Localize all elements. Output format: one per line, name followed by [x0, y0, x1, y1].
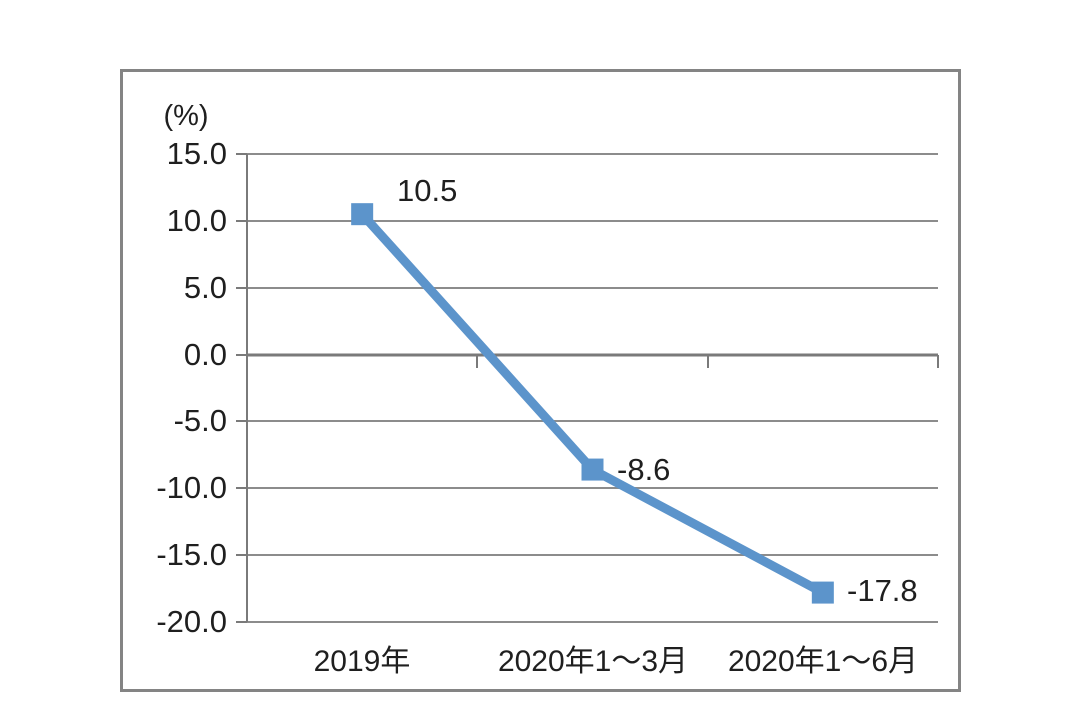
chart-frame: (%) 15.0 10.0 5.0 0.0 -5.0 -10.0 -15.0 -20.0 20…	[120, 69, 961, 692]
x-category-label: 2019年	[313, 645, 411, 678]
y-tick-label: 15.0	[166, 136, 227, 171]
series-line	[358, 211, 825, 597]
y-tick-label: -15.0	[156, 537, 227, 572]
data-point-label: -8.6	[617, 452, 671, 487]
data-point-marker	[351, 203, 374, 226]
data-point-label: 10.5	[397, 173, 458, 208]
y-tick-label: 5.0	[183, 270, 227, 305]
data-point-label: -17.8	[847, 573, 918, 608]
y-axis-unit-label: (%)	[163, 100, 209, 132]
x-category-label: 2020年1～3月	[497, 645, 689, 678]
y-tick-label: 10.0	[166, 203, 227, 238]
y-tick-label: 0.0	[183, 337, 227, 372]
y-tick-label: -20.0	[156, 604, 227, 639]
y-tick-label: -5.0	[173, 403, 227, 438]
x-category-label: 2020年1～6月	[727, 645, 919, 678]
line-chart-plot-area	[236, 153, 939, 623]
y-tick-label: -10.0	[156, 470, 227, 505]
data-point-marker	[581, 458, 604, 481]
data-point-marker	[811, 581, 834, 604]
